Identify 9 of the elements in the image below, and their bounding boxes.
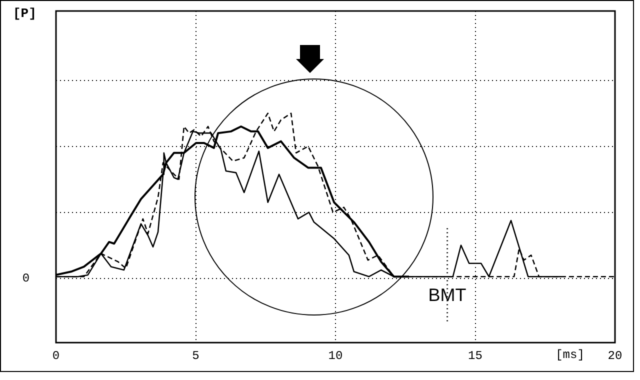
text: [P]: [13, 6, 36, 21]
x-tick-label: 0: [52, 348, 60, 363]
x-tick-label: 15: [468, 348, 482, 363]
x-tick-label: 20: [608, 348, 622, 363]
x-tick-label: 10: [328, 348, 343, 363]
ref-line-label: BMT: [428, 285, 466, 306]
x-tick-label: 5: [192, 348, 200, 363]
x-axis-title: [ms]: [556, 348, 584, 362]
text: 0: [22, 271, 30, 286]
